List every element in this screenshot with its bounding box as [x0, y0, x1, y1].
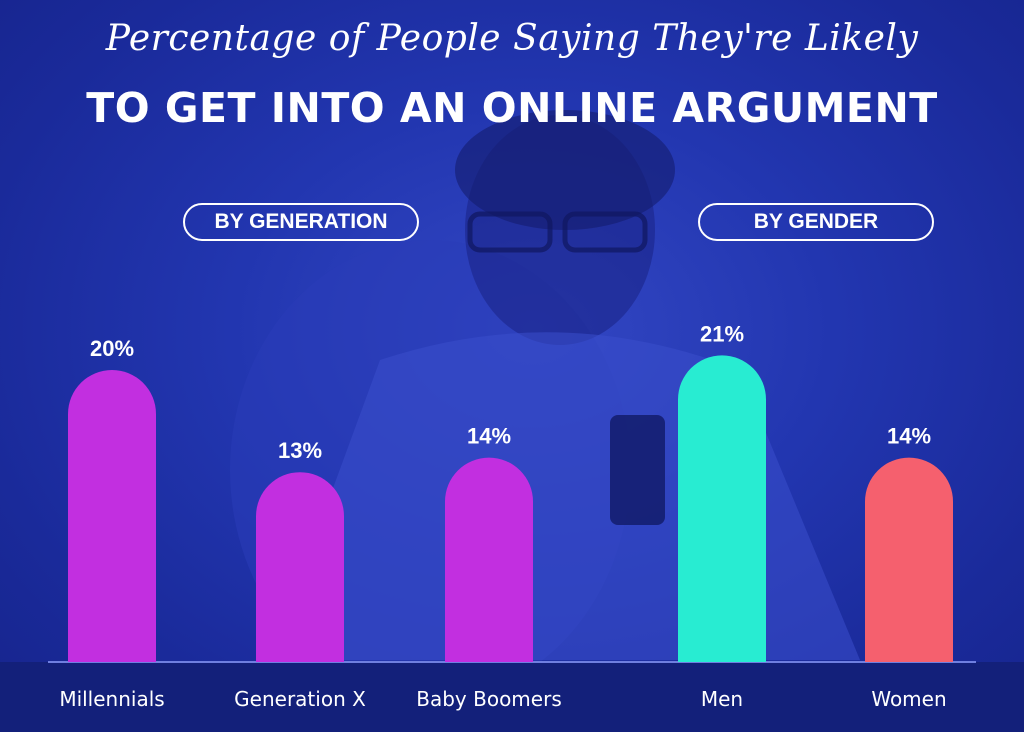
category-label: Baby Boomers	[416, 687, 562, 711]
category-label: Men	[701, 687, 743, 711]
data-label: 21%	[700, 321, 744, 346]
category-label: Millennials	[59, 687, 164, 711]
category-axis-band	[0, 662, 1024, 732]
bar-men	[678, 355, 766, 662]
data-label: 14%	[467, 424, 511, 449]
category-label: Generation X	[234, 687, 366, 711]
group-label-generation: BY GENERATION	[183, 203, 419, 241]
data-label: 20%	[90, 336, 134, 361]
data-label: 14%	[887, 424, 931, 449]
group-label-gender: BY GENDER	[698, 203, 934, 241]
chart-title-line1: Percentage of People Saying They're Like…	[105, 18, 919, 59]
bar-generation-x	[256, 472, 344, 662]
data-label: 13%	[278, 438, 322, 463]
bar-baby-boomers	[445, 457, 533, 662]
category-label: Women	[871, 687, 946, 711]
chart-title-line2: TO GET INTO AN ONLINE ARGUMENT	[86, 84, 938, 132]
bar-women	[865, 457, 953, 662]
bar-millennials	[68, 370, 156, 662]
